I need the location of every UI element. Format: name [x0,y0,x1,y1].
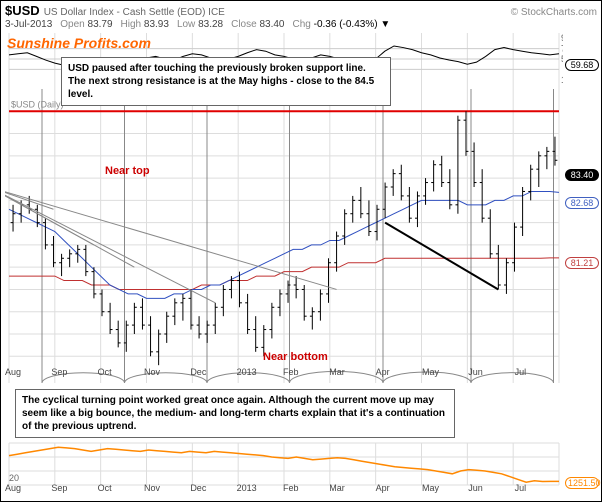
x-tick: Nov [144,483,190,497]
x-tick: Dec [190,367,236,381]
x-tick: Sep [51,367,97,381]
plot-area: 7050109079.079.580.080.581.081.582.082.5… [5,33,561,497]
ma-blue-box: 82.68 [565,197,599,209]
rsi-value-box: 59.68 [565,59,599,71]
near-bottom-label: Near bottom [263,351,328,363]
symbol-description: US Dollar Index - Cash Settle (EOD) ICE [44,7,225,18]
x-tick: Mar [329,367,375,381]
x-tick: Aug [5,483,51,497]
ma-red-box: 81.21 [565,257,599,269]
watermark: Sunshine Profits.com [7,35,151,51]
x-tick: Jun [468,367,514,381]
near-top-label: Near top [105,165,150,177]
annotation-top: USD paused after touching the previously… [61,57,391,106]
x-tick: Sep [51,483,97,497]
gold-value-box: 1251.50 [565,477,599,489]
x-axis-mid: AugSepOctNovDec2013FebMarAprMayJunJul [5,367,561,381]
x-tick: Jul [515,483,561,497]
x-tick: Jul [515,367,561,381]
x-tick: 2013 [237,367,283,381]
svg-text:70: 70 [561,44,563,54]
x-tick: Nov [144,367,190,381]
x-axis-bottom: AugSepOctNovDec2013FebMarAprMayJunJul [5,483,561,497]
x-tick: Aug [5,367,51,381]
date: 3-Jul-2013 [5,19,52,30]
chart-container: $USD US Dollar Index - Cash Settle (EOD)… [0,0,602,502]
ohlc-summary: 3-Jul-2013 Open 83.79 High 83.93 Low 83.… [5,19,597,30]
x-tick: Apr [376,483,422,497]
svg-text:50: 50 [561,54,563,64]
x-tick: May [422,367,468,381]
current-price-box: 83.40 [565,169,599,181]
svg-text:90: 90 [561,33,563,43]
x-tick: 2013 [237,483,283,497]
x-tick: Apr [376,367,422,381]
annotation-bottom: The cyclical turning point worked great … [15,389,455,438]
chart-header: $USD US Dollar Index - Cash Settle (EOD)… [5,3,597,31]
x-tick: Oct [98,483,144,497]
svg-text:10: 10 [561,75,563,85]
x-tick: Mar [329,483,375,497]
x-tick: Dec [190,483,236,497]
x-tick: Feb [283,367,329,381]
x-tick: Jun [468,483,514,497]
symbol: $USD [5,3,40,18]
svg-text:20: 20 [9,473,19,483]
source-credit: © StockCharts.com [511,7,597,18]
x-tick: Oct [98,367,144,381]
x-tick: May [422,483,468,497]
x-tick: Feb [283,483,329,497]
svg-text:$USD (Daily): $USD (Daily) [11,99,64,109]
